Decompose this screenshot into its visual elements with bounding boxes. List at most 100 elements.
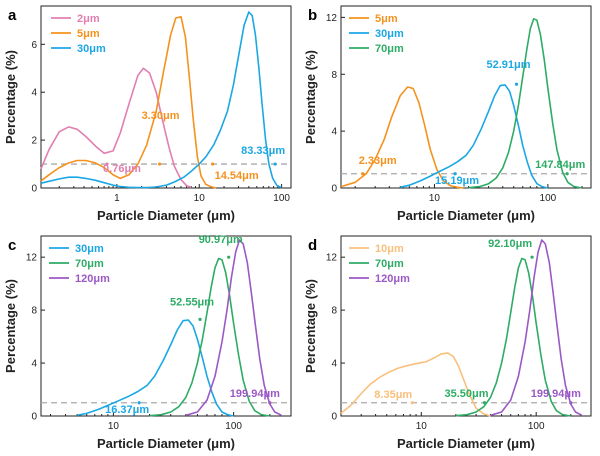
annotation-label: 90.97μm bbox=[199, 234, 243, 246]
annotation-label: 147.84μm bbox=[535, 159, 585, 171]
annotation-label: 3.30μm bbox=[142, 110, 180, 122]
series-line-2μm bbox=[40, 67, 192, 189]
series-line-5μm bbox=[340, 86, 464, 189]
y-tick-label: 8 bbox=[331, 70, 337, 81]
x-tick-label: 10 bbox=[194, 193, 206, 204]
annotation-point bbox=[565, 172, 569, 176]
panel-letter: a bbox=[8, 7, 17, 24]
x-axis-label: Particle Diameter (μm) bbox=[397, 208, 535, 223]
y-tick-label: 4 bbox=[31, 359, 37, 370]
legend-label: 30μm bbox=[375, 28, 404, 40]
annotation-point bbox=[530, 255, 534, 259]
series-line-70μm bbox=[455, 257, 571, 417]
plot-frame bbox=[40, 235, 292, 417]
y-tick-label: 12 bbox=[26, 253, 38, 264]
y-tick-label: 0 bbox=[31, 412, 37, 423]
panel-d: d 0 4 8 12 10 100 Particle Diameter (μm) Percent… bbox=[303, 235, 592, 451]
legend-label: 70μm bbox=[375, 43, 404, 55]
y-axis-label: Percentage (%) bbox=[303, 50, 318, 144]
annotation-label: 16.37μm bbox=[105, 404, 149, 416]
annotation-label: 199.94μm bbox=[230, 388, 280, 400]
legend-label: 70μm bbox=[75, 258, 104, 270]
series-line-30μm bbox=[400, 84, 549, 189]
annotation-point bbox=[198, 317, 202, 321]
series-line-30μm bbox=[40, 11, 282, 189]
y-tick-label: 8 bbox=[331, 306, 337, 317]
annotation-point bbox=[361, 172, 365, 176]
y-tick-label: 0 bbox=[331, 412, 337, 423]
panel-a: a 0 2 4 6 1 10 100 Particle Diameter (μm) Percent… bbox=[3, 5, 292, 223]
x-axis-label: Particle Diameter (μm) bbox=[397, 436, 535, 451]
annotation-point bbox=[410, 401, 414, 405]
y-axis-label: Percentage (%) bbox=[3, 279, 18, 373]
annotation-label: 0.76μm bbox=[103, 163, 141, 175]
annotation-point bbox=[453, 172, 457, 176]
series-line-120μm bbox=[185, 239, 282, 417]
legend-label: 5μm bbox=[77, 28, 100, 40]
annotation-label: 92.10μm bbox=[488, 238, 532, 250]
annotation-point bbox=[569, 401, 573, 405]
x-tick-label: 100 bbox=[273, 193, 290, 204]
panel-letter: c bbox=[8, 237, 16, 254]
annotation-label: 52.55μm bbox=[170, 296, 214, 308]
annotation-label: 199.94μm bbox=[531, 388, 581, 400]
x-axis-label: Particle Diameter (μm) bbox=[97, 208, 235, 223]
annotation-label: 52.91μm bbox=[487, 59, 531, 71]
x-tick-label: 100 bbox=[225, 421, 242, 432]
x-tick-label: 10 bbox=[416, 421, 428, 432]
annotation-point bbox=[482, 401, 487, 405]
legend-label: 5μm bbox=[375, 13, 398, 25]
annotation-label: 8.35μm bbox=[374, 389, 412, 401]
annotation-label: 35.50μm bbox=[445, 388, 489, 400]
y-axis-label: Percentage (%) bbox=[303, 279, 318, 373]
legend-label: 120μm bbox=[375, 273, 410, 285]
x-axis-label: Particle Diameter (μm) bbox=[97, 436, 235, 451]
legend-label: 30μm bbox=[75, 243, 104, 255]
annotation-label: 83.33μm bbox=[241, 145, 285, 157]
y-tick-label: 8 bbox=[31, 306, 37, 317]
y-tick-label: 4 bbox=[31, 88, 37, 99]
series-line-5μm bbox=[40, 16, 217, 189]
y-tick-label: 6 bbox=[31, 40, 37, 51]
series-line-10μm bbox=[340, 352, 491, 417]
annotation-point bbox=[105, 162, 109, 166]
series-line-70μm bbox=[149, 257, 270, 417]
annotation-label: 2.33μm bbox=[359, 155, 397, 167]
series-line-70μm bbox=[468, 18, 583, 189]
annotation-label: 15.19μm bbox=[435, 175, 479, 187]
series-line-30μm bbox=[77, 319, 234, 417]
x-tick-label: 10 bbox=[108, 421, 120, 432]
annotation-point bbox=[268, 401, 272, 405]
panel-c: c 0 4 8 12 10 100 Particle Diameter (μm) Percent… bbox=[3, 234, 292, 451]
y-axis-label: Percentage (%) bbox=[3, 50, 18, 144]
x-tick-label: 100 bbox=[540, 193, 557, 204]
x-tick-label: 10 bbox=[429, 193, 441, 204]
legend-label: 120μm bbox=[75, 273, 110, 285]
series-line-120μm bbox=[490, 239, 583, 417]
y-tick-label: 12 bbox=[326, 253, 338, 264]
panel-letter: d bbox=[308, 237, 317, 254]
legend-label: 70μm bbox=[375, 258, 404, 270]
legend-label: 30μm bbox=[77, 43, 106, 55]
y-tick-label: 12 bbox=[326, 13, 338, 24]
legend-label: 10μm bbox=[375, 243, 404, 255]
x-tick-label: 100 bbox=[528, 421, 545, 432]
y-tick-label: 2 bbox=[31, 136, 37, 147]
annotation-point bbox=[137, 401, 141, 405]
y-tick-label: 4 bbox=[331, 359, 337, 370]
x-tick-label: 1 bbox=[114, 193, 120, 204]
y-tick-label: 0 bbox=[331, 184, 337, 195]
annotation-point bbox=[273, 162, 277, 166]
annotation-point bbox=[211, 162, 215, 166]
y-tick-label: 0 bbox=[31, 184, 37, 195]
annotation-label: 14.54μm bbox=[215, 170, 259, 182]
panel-letter: b bbox=[308, 7, 317, 24]
annotation-point bbox=[227, 255, 231, 259]
plot-frame bbox=[340, 5, 592, 189]
y-tick-label: 4 bbox=[331, 127, 337, 138]
annotation-point bbox=[157, 162, 162, 166]
annotation-point bbox=[514, 82, 519, 86]
plot-frame bbox=[340, 235, 592, 417]
panel-b: b 0 4 8 12 10 100 Particle Diameter (μm) Percent… bbox=[303, 5, 592, 223]
